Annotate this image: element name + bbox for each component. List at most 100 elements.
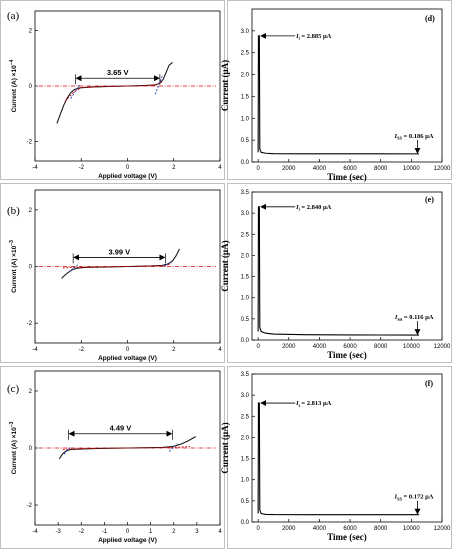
y-axis-label-text-c: Current (A) ×10 — [11, 427, 18, 475]
panel-frame-f — [227, 366, 452, 549]
gap-label-a: 3.65 V — [107, 68, 129, 77]
y-axis-label-exponent-c: −3 — [9, 421, 15, 427]
series-group-f — [257, 402, 420, 516]
y-axis-label-text-b: Current (A) ×10 — [11, 245, 18, 293]
gap-label-c: 4.49 V — [110, 424, 132, 433]
y-tick-label-f-2: 1.0 — [241, 478, 250, 484]
y-tick-label-d-2: 1.0 — [241, 116, 250, 122]
y-tick-label-a-1: 0 — [29, 84, 33, 90]
x-tick-label-a-2: 0 — [126, 165, 130, 171]
x-tick-label-c-6: 2 — [172, 529, 176, 535]
x-tick-label-b-1: -2 — [79, 347, 85, 353]
series-line-b-2 — [68, 264, 79, 273]
panel-frame-c — [0, 366, 225, 549]
y-tick-label-f-6: 3.0 — [241, 393, 250, 399]
y-axis-label-exponent-a: −4 — [9, 59, 15, 65]
steady-state-value-f: = 0.172 μA — [404, 494, 434, 501]
x-tick-label-e-2: 4000 — [313, 344, 327, 350]
initial-current-value-d: = 2.885 μA — [301, 33, 331, 40]
steady-state-label-d: ISS = 0.186 μA — [393, 133, 433, 141]
initial-current-subscript-f: i — [299, 403, 301, 408]
panel-label-c: (c) — [7, 383, 20, 395]
panel-frame-e — [227, 183, 452, 363]
y-tick-label-f-7: 3.5 — [241, 372, 250, 378]
x-tick-label-c-7: 3 — [195, 529, 199, 535]
x-tick-label-d-3: 6000 — [343, 166, 357, 172]
x-tick-label-c-4: 0 — [126, 529, 130, 535]
y-tick-label-d-1: 0.5 — [241, 138, 250, 144]
y-tick-label-f-1: 0.5 — [241, 499, 250, 505]
x-tick-label-f-6: 12000 — [434, 526, 451, 532]
steady-state-value-e: = 0.116 μA — [404, 314, 434, 321]
x-tick-label-a-0: -4 — [32, 165, 38, 171]
x-tick-label-c-3: -1 — [102, 529, 108, 535]
x-tick-label-c-2: -2 — [79, 529, 85, 535]
series-line-f-0 — [257, 402, 420, 516]
y-axis-label-exponent-b: −3 — [9, 240, 15, 246]
y-tick-label-b-0: -2 — [27, 321, 33, 327]
y-axis-label-d: Current (μA) — [220, 60, 230, 111]
initial-current-symbol-f: I — [295, 400, 299, 407]
steady-state-subscript-f: SS — [397, 497, 403, 502]
x-tick-label-f-3: 6000 — [343, 526, 357, 532]
steady-state-label-f: ISS = 0.172 μA — [393, 494, 433, 502]
steady-state-symbol-e: I — [394, 314, 398, 321]
y-tick-label-d-5: 2.5 — [241, 51, 250, 57]
panel-frame-b — [0, 183, 225, 363]
x-tick-label-d-1: 2000 — [282, 166, 296, 172]
x-tick-label-f-0: 0 — [256, 526, 260, 532]
x-tick-label-b-3: 2 — [172, 347, 176, 353]
x-tick-label-d-2: 4000 — [313, 166, 327, 172]
y-tick-label-d-0: 0.0 — [241, 160, 250, 166]
series-group-e — [257, 206, 420, 336]
panel-frame-d — [227, 0, 452, 180]
y-tick-label-c-1: 0 — [29, 446, 33, 452]
y-tick-label-c-2: 2 — [29, 389, 33, 395]
x-tick-label-e-6: 12000 — [434, 344, 451, 350]
x-tick-label-d-4: 8000 — [374, 166, 388, 172]
panel-frame-a — [0, 0, 225, 180]
y-axis-label-text-f: Current (μA) — [220, 422, 230, 473]
series-line-e-0 — [257, 206, 420, 336]
panel-label-d: (d) — [425, 14, 435, 23]
y-tick-label-e-2: 1.0 — [241, 296, 250, 302]
series-line-b-3 — [163, 261, 173, 267]
panel-c: -4 -3 -2 -1 0 1 2 3 4 -2 0 2 Applied voltage (V) Curr… — [7, 370, 222, 544]
series-line-c-2 — [63, 446, 72, 455]
panel-label-e: (e) — [425, 195, 434, 204]
y-axis-label-a: Current (A) ×10−4 — [9, 59, 18, 112]
x-axis-label-b: Applied voltage (V) — [98, 355, 157, 362]
y-tick-label-c-0: -2 — [27, 503, 33, 509]
initial-current-subscript-e: i — [299, 207, 301, 212]
x-tick-label-c-0: -4 — [32, 529, 38, 535]
plot-area-d — [251, 8, 443, 163]
y-tick-label-e-4: 2.0 — [241, 253, 250, 259]
y-tick-label-f-5: 2.5 — [241, 414, 250, 420]
y-tick-label-f-4: 2.0 — [241, 435, 250, 441]
panel-b: -4 -2 0 2 4 -2 0 2 Applied voltage (V) Current (A… — [7, 189, 222, 362]
x-tick-label-c-1: -3 — [55, 529, 61, 535]
y-tick-label-e-0: 0.0 — [241, 338, 250, 344]
panel-f: 0 2000 4000 6000 8000 10000 12000 0.0 0.5 1.0 1.5 2… — [220, 372, 451, 542]
x-tick-label-e-0: 0 — [256, 344, 260, 350]
x-tick-label-d-0: 0 — [256, 166, 260, 172]
panel-label-f: (f) — [425, 379, 433, 388]
y-axis-label-text-d: Current (μA) — [220, 60, 230, 111]
x-tick-label-c-5: 1 — [149, 529, 153, 535]
y-tick-label-b-2: 2 — [29, 208, 33, 214]
x-axis-label-e: Time (sec) — [327, 350, 367, 360]
initial-current-symbol-d: I — [295, 33, 299, 40]
steady-state-symbol-f: I — [393, 494, 397, 501]
series-line-a-2 — [70, 83, 81, 99]
x-tick-label-e-3: 6000 — [343, 344, 357, 350]
series-group-c — [39, 436, 216, 460]
x-tick-label-b-2: 0 — [126, 347, 130, 353]
x-tick-label-b-4: 4 — [218, 347, 222, 353]
y-tick-label-f-0: 0.0 — [241, 520, 250, 526]
y-tick-label-e-5: 2.5 — [241, 232, 250, 238]
x-axis-label-a: Applied voltage (V) — [98, 173, 157, 180]
y-axis-label-b: Current (A) ×10−3 — [9, 240, 18, 293]
plot-area-f — [251, 373, 443, 523]
y-axis-label-c: Current (A) ×10−3 — [9, 421, 18, 474]
